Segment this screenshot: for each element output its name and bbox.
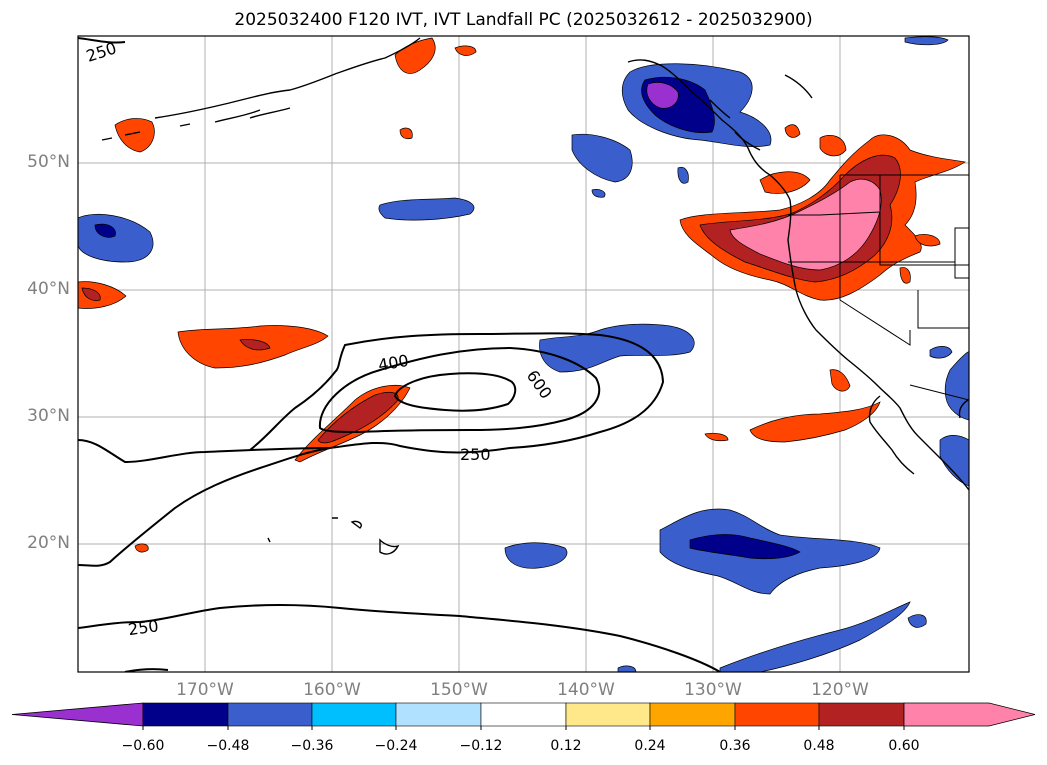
contour-label-250-mid: 250 <box>460 445 491 464</box>
colorbar-tick-label: −0.60 <box>121 738 165 754</box>
negative-anomaly-regions <box>78 36 969 672</box>
coastlines <box>101 37 969 555</box>
lat-label-20n: 20°N <box>27 533 70 553</box>
contour-label-250-bottom: 250 <box>127 616 160 639</box>
colorbar-tick-label: 0.48 <box>803 738 835 754</box>
colorbar-segment <box>734 702 820 727</box>
colorbar-segment <box>565 702 651 727</box>
lon-label-160w: 160°W <box>303 680 361 700</box>
colorbar-tick-label: 0.12 <box>550 738 582 754</box>
colorbar-tick-label: 0.60 <box>888 738 920 754</box>
colorbar-segment <box>818 702 905 727</box>
lon-label-130w: 130°W <box>684 680 742 700</box>
state-borders <box>788 174 969 401</box>
colorbar-tick-label: −0.36 <box>290 738 334 754</box>
colorbar-tick-label: 0.36 <box>719 738 751 754</box>
colorbar-segment <box>311 702 397 727</box>
ivt-contours <box>78 37 721 672</box>
map-title: 2025032400 F120 IVT, IVT Landfall PC (20… <box>234 10 813 30</box>
colorbar-tick-label: −0.48 <box>206 738 250 754</box>
colorbar-segment <box>649 702 736 727</box>
map-frame <box>77 35 970 673</box>
lon-label-140w: 140°W <box>557 680 615 700</box>
colorbar-tick-label: −0.12 <box>459 738 503 754</box>
colorbar-segment <box>395 702 482 727</box>
lat-label-40n: 40°N <box>27 279 70 299</box>
colorbar-extend-high <box>903 702 1036 727</box>
colorbar-tick-label: −0.24 <box>374 738 418 754</box>
colorbar-tick-label: 0.24 <box>634 738 666 754</box>
colorbar-segment <box>142 702 229 727</box>
lon-label-120w: 120°W <box>811 680 869 700</box>
lon-label-150w: 150°W <box>430 680 488 700</box>
colorbar-segment <box>480 702 567 727</box>
colorbar-segments <box>11 702 1036 730</box>
lat-label-50n: 50°N <box>27 152 70 172</box>
lon-label-170w: 170°W <box>176 680 234 700</box>
positive-anomaly-regions <box>78 37 966 553</box>
colorbar-extend-low <box>11 702 144 727</box>
lat-label-30n: 30°N <box>27 406 70 426</box>
colorbar-segment <box>227 702 313 727</box>
